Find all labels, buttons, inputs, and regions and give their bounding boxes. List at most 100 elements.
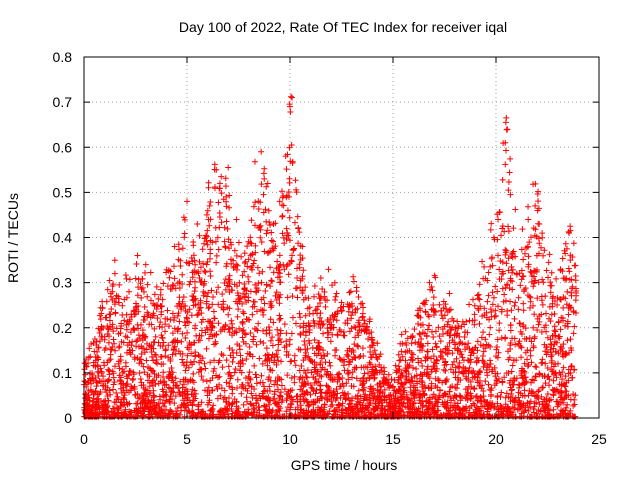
data-point (145, 377, 152, 384)
data-point (538, 311, 545, 318)
data-point (198, 319, 205, 326)
data-point (488, 220, 495, 227)
data-point (525, 392, 532, 399)
data-point (555, 333, 562, 340)
data-point (327, 372, 334, 379)
data-point (449, 337, 456, 344)
data-point (447, 306, 454, 313)
data-point (124, 334, 131, 341)
data-point (268, 278, 275, 285)
data-point (216, 357, 223, 364)
data-point (386, 385, 393, 392)
data-point (236, 325, 243, 332)
data-point (256, 355, 263, 362)
data-point (503, 390, 510, 397)
data-point (223, 263, 230, 270)
data-point (113, 389, 120, 396)
data-point (246, 343, 253, 350)
data-point (286, 237, 293, 244)
data-point (360, 397, 367, 404)
data-point (85, 354, 92, 361)
data-point (464, 396, 471, 403)
data-point (87, 353, 94, 360)
data-point (313, 306, 320, 313)
data-point (112, 310, 119, 317)
data-point (88, 341, 95, 348)
data-point (207, 246, 214, 253)
data-point (111, 340, 118, 347)
data-point (156, 406, 163, 413)
data-point (218, 190, 225, 197)
data-point (517, 328, 524, 335)
data-point (128, 385, 135, 392)
data-point (557, 267, 564, 274)
data-point (216, 373, 223, 380)
data-point (260, 294, 267, 301)
data-point (154, 360, 161, 367)
data-point (495, 303, 502, 310)
data-point (299, 287, 306, 294)
data-point (235, 296, 242, 303)
data-point (269, 334, 276, 341)
data-point (324, 297, 331, 304)
data-point (559, 376, 566, 383)
data-point (508, 263, 515, 270)
data-point (507, 327, 514, 334)
data-point (283, 225, 290, 232)
data-point (350, 273, 357, 280)
data-point (518, 246, 525, 253)
data-point (283, 408, 290, 415)
data-point (496, 208, 503, 215)
data-point (276, 300, 283, 307)
data-point (507, 155, 514, 162)
data-point (476, 377, 483, 384)
data-point (101, 347, 108, 354)
data-point (496, 327, 503, 334)
data-point (181, 362, 188, 369)
data-point (296, 376, 303, 383)
y-tick-label: 0.7 (53, 94, 73, 110)
data-point (464, 329, 471, 336)
data-point (530, 283, 537, 290)
data-point (447, 366, 454, 373)
data-point (311, 323, 318, 330)
data-point (361, 317, 368, 324)
data-point (492, 283, 499, 290)
data-point (159, 335, 166, 342)
data-point (247, 351, 254, 358)
data-point (570, 402, 577, 409)
data-point (509, 404, 516, 411)
data-point (205, 289, 212, 296)
data-point (456, 359, 463, 366)
data-point (359, 345, 366, 352)
data-point (200, 316, 207, 323)
data-point (507, 340, 514, 347)
data-point (351, 366, 358, 373)
data-point (111, 257, 118, 264)
data-point (131, 326, 138, 333)
data-point (91, 336, 98, 343)
data-point (494, 336, 501, 343)
data-point (126, 276, 133, 283)
data-point (351, 323, 358, 330)
data-point (135, 395, 142, 402)
data-point (110, 328, 117, 335)
data-point (306, 327, 313, 334)
data-point (531, 232, 538, 239)
x-tick-label: 10 (282, 431, 298, 447)
data-point (487, 226, 494, 233)
data-point (233, 403, 240, 410)
data-point (294, 294, 301, 301)
data-point (389, 383, 396, 390)
data-point (322, 359, 329, 366)
data-point (484, 372, 491, 379)
data-point (231, 263, 238, 270)
data-point (163, 266, 170, 273)
data-point (257, 234, 264, 241)
data-point (366, 402, 373, 409)
data-point (414, 340, 421, 347)
data-point (261, 383, 268, 390)
data-point (239, 334, 246, 341)
data-point (432, 328, 439, 335)
data-point (572, 262, 579, 269)
